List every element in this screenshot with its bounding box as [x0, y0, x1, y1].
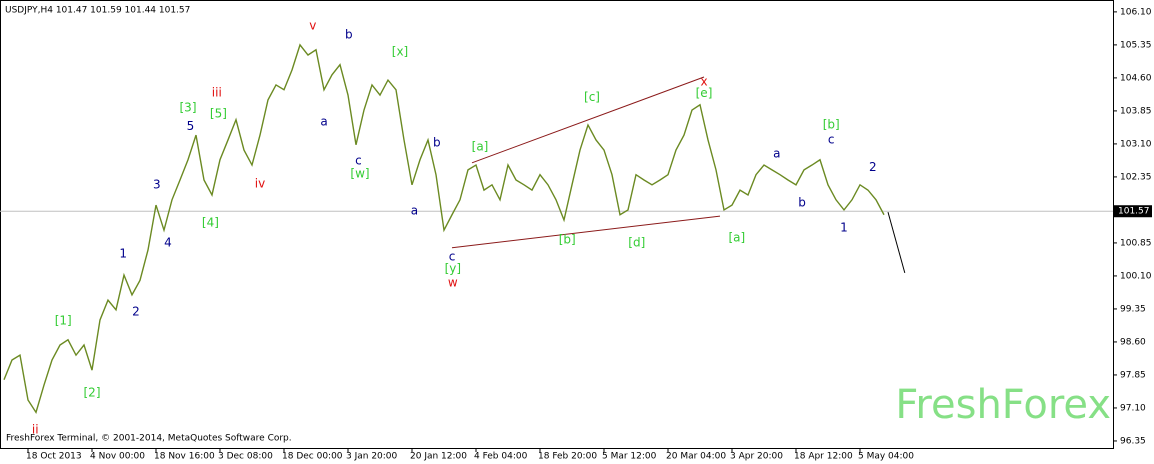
x-tick-label: 18 Dec 00:00 — [282, 452, 343, 462]
y-tick-label: 105.35 — [1120, 40, 1152, 50]
chart-title: USDJPY,H4 101.47 101.59 101.44 101.57 — [5, 6, 190, 16]
x-tick-label: 18 Nov 16:00 — [154, 452, 215, 462]
wave-label: iv — [255, 176, 265, 190]
x-tick-label: 5 May 04:00 — [858, 452, 914, 462]
wave-label: c — [449, 250, 456, 264]
y-tick-label: 100.85 — [1120, 238, 1152, 248]
wave-label: [a] — [472, 139, 489, 153]
x-tick-label: 3 Jan 20:00 — [346, 452, 398, 462]
wave-label: v — [309, 18, 316, 32]
x-tick-label: 4 Nov 00:00 — [90, 452, 145, 462]
wave-label: a — [773, 147, 780, 161]
y-tick-label: 104.60 — [1120, 73, 1152, 83]
x-tick-label: 5 Mar 12:00 — [602, 452, 657, 462]
last-price-box — [1114, 205, 1152, 218]
wave-label: [4] — [202, 216, 219, 230]
wave-label: [2] — [84, 385, 101, 399]
wave-label: [3] — [180, 100, 197, 114]
wave-label: 3 — [153, 177, 161, 191]
wave-label: 1 — [119, 246, 127, 260]
wave-label: 4 — [164, 235, 172, 249]
y-tick-label: 103.10 — [1120, 139, 1152, 149]
y-tick-label: 103.85 — [1120, 106, 1152, 116]
wave-label: c — [828, 132, 835, 146]
x-tick-label: 20 Mar 04:00 — [666, 452, 726, 462]
x-tick-label: 18 Feb 20:00 — [538, 452, 597, 462]
wave-label: iii — [212, 85, 222, 99]
x-tick-label: 3 Dec 08:00 — [218, 452, 273, 462]
x-tick-label: 20 Jan 12:00 — [410, 452, 467, 462]
x-tick-label: 18 Apr 12:00 — [794, 452, 853, 462]
wave-label: [d] — [628, 235, 645, 249]
wave-label: [5] — [210, 106, 227, 120]
x-tick-label: 3 Apr 20:00 — [730, 452, 783, 462]
wave-label: 2 — [869, 160, 877, 174]
wave-label: [c] — [584, 90, 600, 104]
wave-label: [x] — [392, 44, 408, 58]
wave-label: b — [345, 27, 353, 41]
wave-label: a — [320, 114, 327, 128]
wave-label: w — [448, 275, 458, 289]
wave-label: [b] — [823, 117, 840, 131]
y-tick-label: 97.10 — [1120, 403, 1146, 413]
y-tick-label: 97.85 — [1120, 370, 1146, 380]
x-tick-label: 18 Oct 2013 — [26, 452, 82, 462]
wave-label: 1 — [840, 220, 848, 234]
y-tick-label: 102.35 — [1120, 172, 1152, 182]
wave-label: [w] — [350, 166, 369, 180]
wave-label: x — [700, 74, 707, 88]
wave-label: a — [411, 203, 418, 217]
wave-label: [1] — [55, 313, 72, 327]
y-tick-label: 98.60 — [1120, 337, 1146, 347]
wave-label: [a] — [728, 231, 745, 245]
wave-label: [b] — [559, 232, 576, 246]
last-price-label: 101.57 — [1118, 207, 1150, 217]
wave-label: b — [433, 136, 441, 150]
trend-line — [451, 215, 721, 249]
plot-frame — [0, 0, 1114, 449]
footer: FreshForex Terminal, © 2001-2014, MetaQu… — [6, 434, 292, 444]
y-tick-label: 100.10 — [1120, 271, 1152, 281]
price-line — [3, 43, 885, 415]
x-tick-label: 4 Feb 04:00 — [474, 452, 528, 462]
wave-label: [y] — [445, 261, 461, 275]
y-tick-label: 96.35 — [1120, 436, 1146, 446]
trend-line — [887, 211, 906, 273]
wave-label: c — [355, 154, 362, 168]
wave-label: b — [798, 195, 806, 209]
y-tick-label: 99.35 — [1120, 304, 1146, 314]
trend-line — [471, 76, 705, 164]
watermark: FreshForex — [895, 382, 1111, 428]
wave-label: ii — [32, 422, 39, 436]
wave-label: 2 — [132, 305, 140, 319]
wave-label: 5 — [187, 119, 195, 133]
y-tick-label: 106.10 — [1120, 7, 1152, 17]
wave-label: [e] — [696, 86, 713, 100]
